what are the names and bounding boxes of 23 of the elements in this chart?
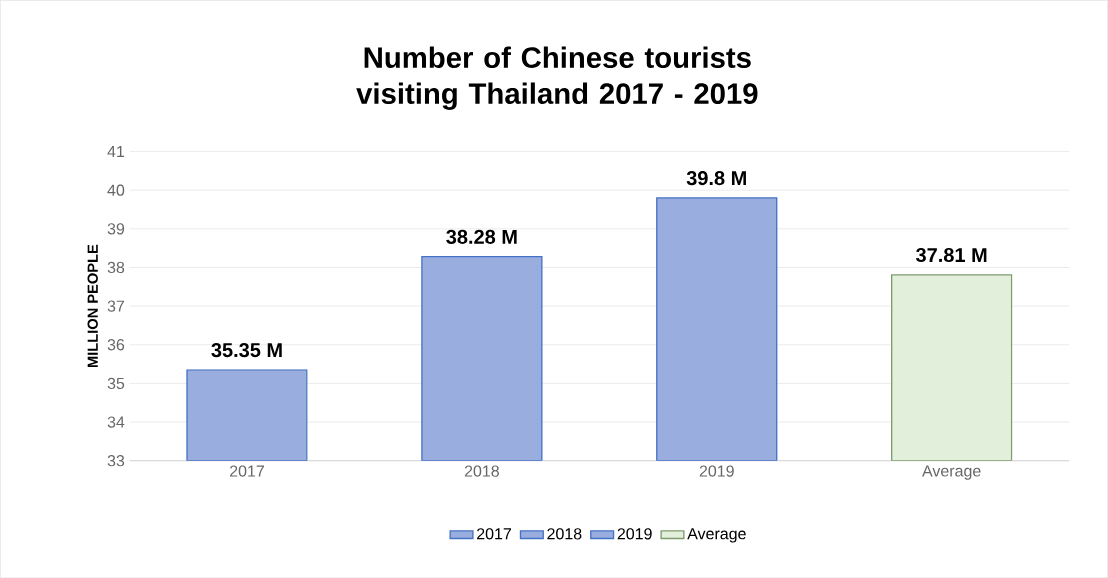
x-tick-label: Average xyxy=(922,465,981,480)
x-tick-label: 2018 xyxy=(464,465,499,477)
legend-label: 2018 xyxy=(547,528,582,540)
data-label: 38.28 M xyxy=(446,229,517,244)
y-tick-label: 35 xyxy=(107,377,125,389)
legend-label: 2017 xyxy=(477,528,511,540)
y-tick-label: 39 xyxy=(107,223,125,235)
y-tick-label: 33 xyxy=(107,454,125,467)
y-axis-title: MILLION PEOPLE xyxy=(87,244,98,367)
y-tick-label: 36 xyxy=(107,338,125,351)
data-label: 39.8 M xyxy=(686,170,746,186)
legend-label: 2019 xyxy=(617,528,652,540)
x-tick-label: 2017 xyxy=(230,465,264,477)
y-tick-label: 37 xyxy=(107,300,125,312)
y-tick-label: 41 xyxy=(107,145,125,157)
y-tick-label: 38 xyxy=(107,261,125,273)
chart-title: Number of Chinese tourists visiting Thailand 2017 - 2019 xyxy=(356,46,758,110)
y-tick-label: 40 xyxy=(107,184,125,196)
data-label: 35.35 M xyxy=(211,342,282,358)
y-tick-label: 34 xyxy=(107,416,125,428)
data-label: 37.81 M xyxy=(915,247,987,262)
x-tick-label: 2019 xyxy=(699,465,734,477)
legend-label: Average xyxy=(687,528,746,543)
